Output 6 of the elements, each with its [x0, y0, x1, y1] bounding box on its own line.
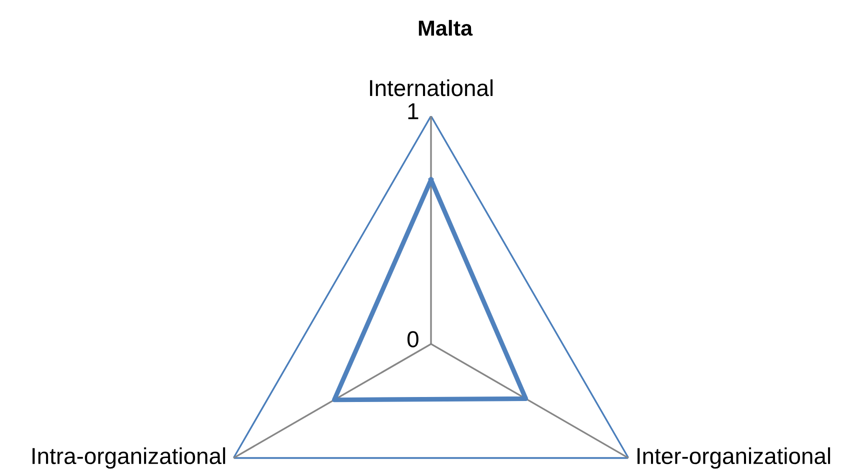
spoke-label: Intra-organizational	[32, 447, 226, 469]
y-tick-label: 0	[407, 331, 418, 348]
chart-title: Malta	[418, 20, 473, 36]
spoke-label: International	[370, 79, 493, 96]
spoke-label: Inter-organizational	[638, 447, 830, 469]
y-tick-label: 1	[408, 103, 418, 120]
